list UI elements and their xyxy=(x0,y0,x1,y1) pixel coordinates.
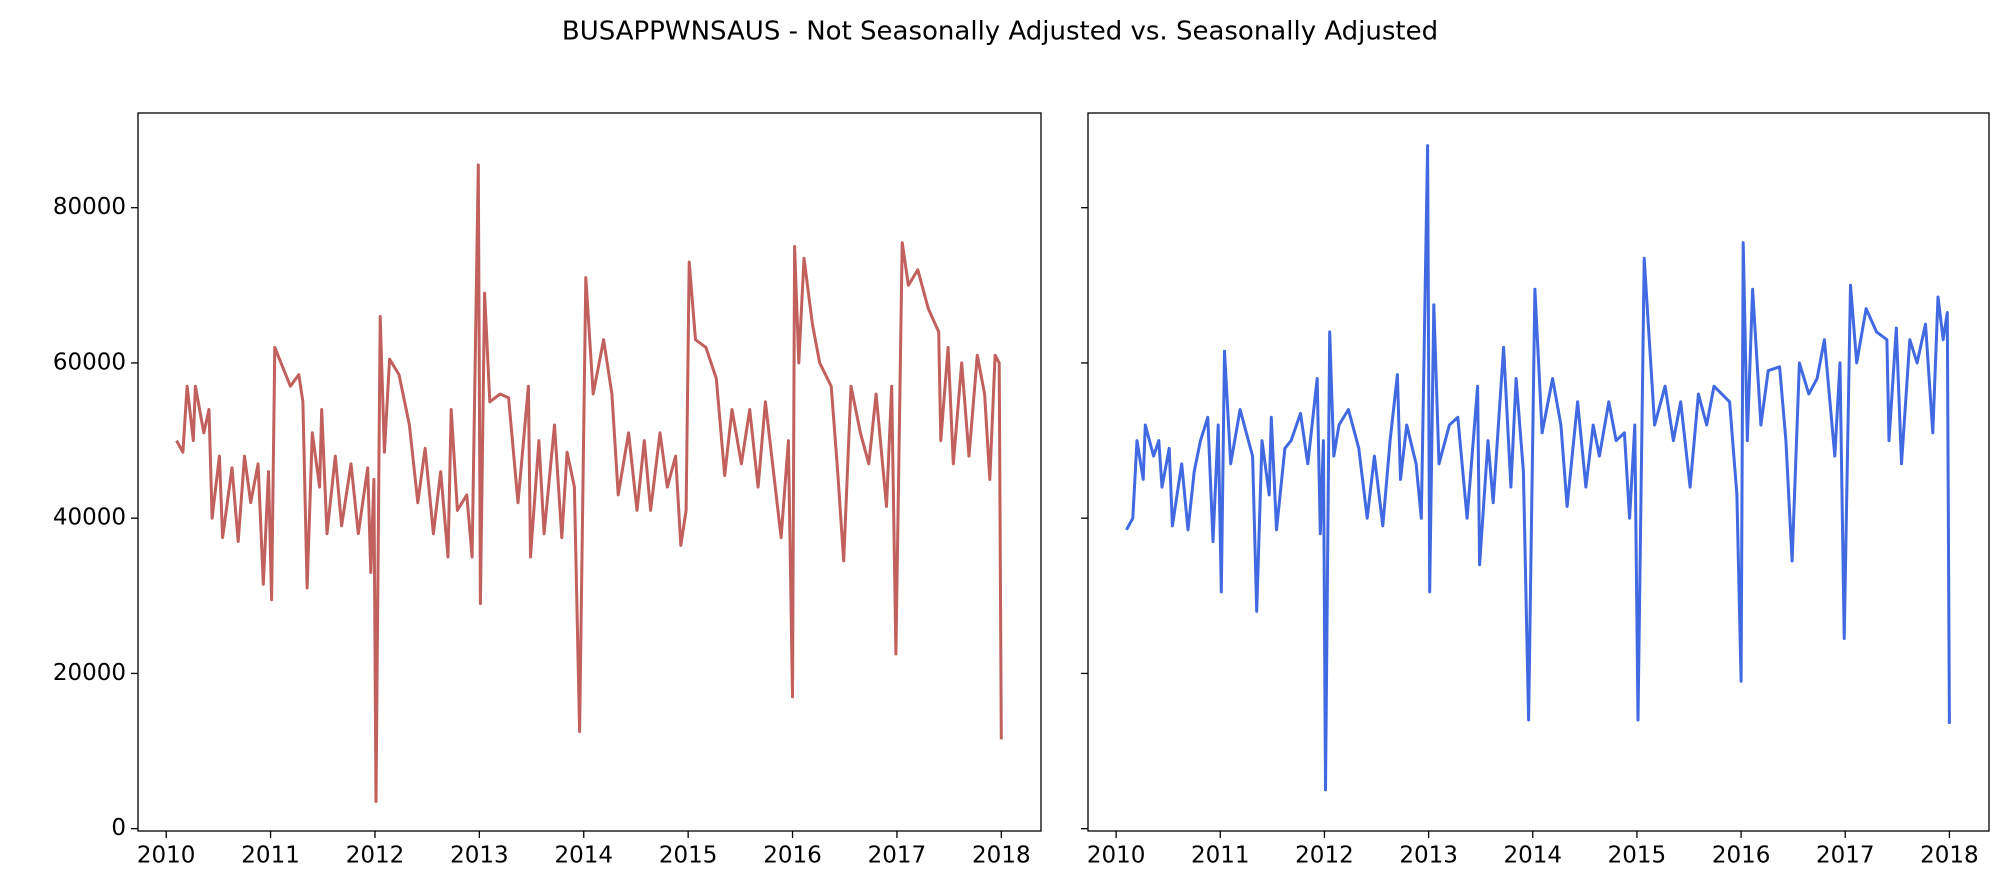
x-tick-label: 2013 xyxy=(1399,843,1458,869)
series-line xyxy=(1125,144,1951,792)
y-tick-label: 40000 xyxy=(53,505,126,531)
x-tick-label: 2014 xyxy=(554,843,613,869)
figure-title: BUSAPPWNSAUS - Not Seasonally Adjusted v… xyxy=(562,17,1438,47)
x-tick-label: 2011 xyxy=(1191,843,1250,869)
x-tick-label: 2018 xyxy=(972,843,1031,869)
x-tick-label: 2010 xyxy=(137,843,196,869)
x-tick-label: 2010 xyxy=(1087,843,1146,869)
x-tick-label: 2014 xyxy=(1503,843,1562,869)
y-tick-label: 0 xyxy=(111,815,126,841)
x-tick-label: 2017 xyxy=(1816,843,1875,869)
x-tick-label: 2018 xyxy=(1920,843,1979,869)
x-tick-label: 2012 xyxy=(346,843,405,869)
x-tick-label: 2016 xyxy=(1712,843,1771,869)
x-tick-label: 2011 xyxy=(241,843,300,869)
x-tick-label: 2016 xyxy=(763,843,822,869)
x-tick-label: 2017 xyxy=(868,843,927,869)
y-tick-label: 20000 xyxy=(53,660,126,686)
axes-frame xyxy=(137,112,1042,832)
x-tick-label: 2012 xyxy=(1295,843,1354,869)
series-line xyxy=(175,163,1003,803)
y-tick-label: 60000 xyxy=(53,349,126,375)
x-tick-label: 2013 xyxy=(450,843,509,869)
x-tick-label: 2015 xyxy=(659,843,718,869)
y-tick-label: 80000 xyxy=(53,194,126,220)
x-tick-label: 2015 xyxy=(1608,843,1667,869)
axes-frame xyxy=(1087,112,1990,832)
